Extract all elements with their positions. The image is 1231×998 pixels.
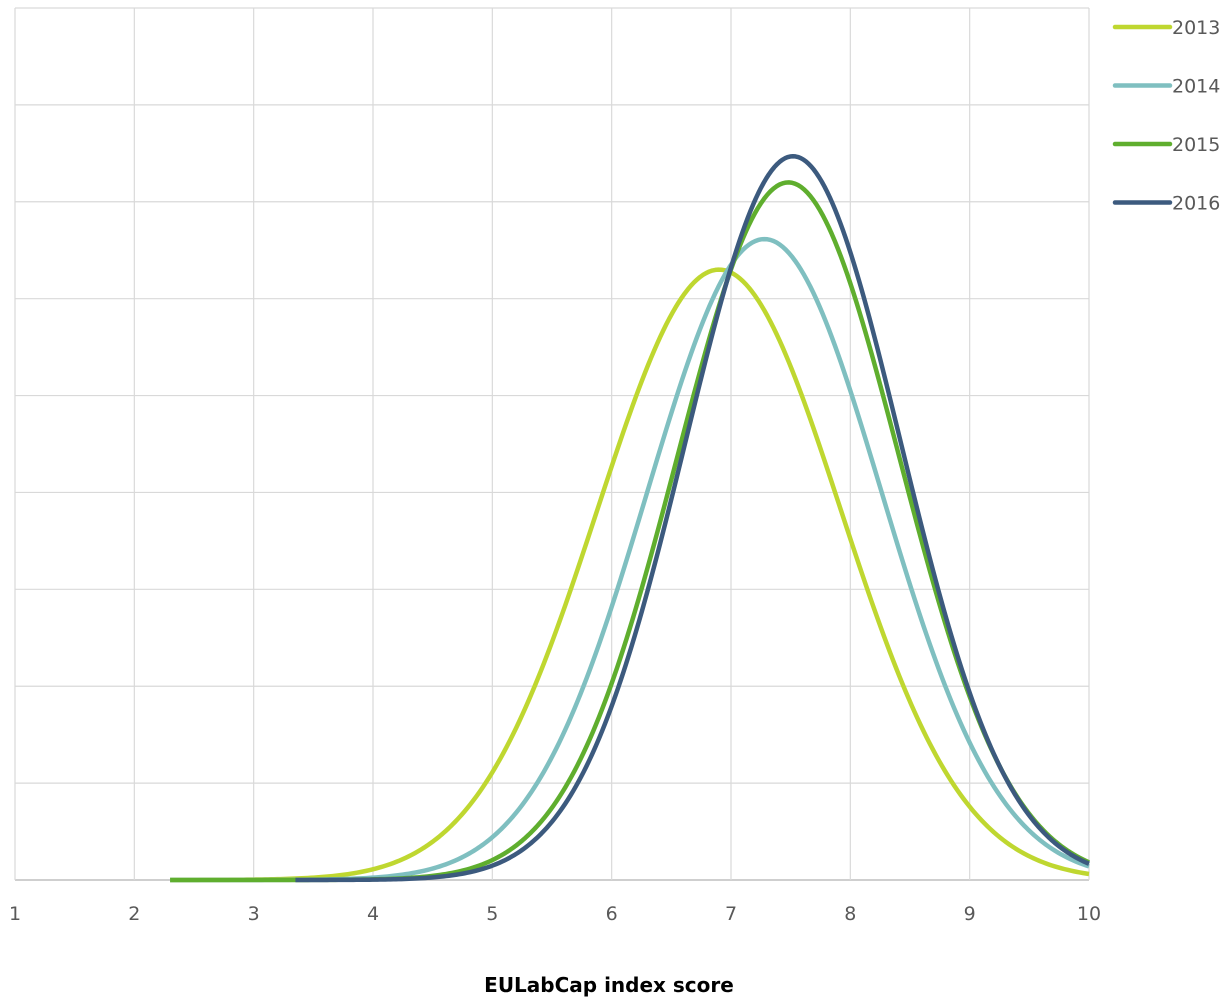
x-tick-label: 1	[9, 903, 21, 925]
x-tick-label: 2	[128, 903, 140, 925]
series-curves	[170, 153, 1090, 883]
x-axis-label: EULabCap index score	[484, 973, 734, 997]
series-line-2013	[170, 267, 1090, 883]
legend-label: 2015	[1172, 134, 1220, 156]
x-tick-label: 4	[367, 903, 379, 925]
legend: 2013 2014 2015 2016	[1112, 17, 1220, 215]
x-tick-label: 3	[248, 903, 260, 925]
legend-label: 2013	[1172, 17, 1220, 39]
series-line-2015	[170, 180, 1090, 883]
legend-label: 2014	[1172, 76, 1220, 98]
x-tick-label: 9	[964, 903, 976, 925]
x-tick-label: 6	[606, 903, 618, 925]
legend-item-2014: 2014	[1112, 76, 1220, 98]
x-tick-label: 5	[486, 903, 498, 925]
grid-lines	[14, 7, 1090, 881]
x-tick-label: 10	[1077, 903, 1101, 925]
legend-item-2016: 2016	[1112, 193, 1220, 215]
legend-item-2013: 2013	[1112, 17, 1220, 39]
legend-item-2015: 2015	[1112, 134, 1220, 156]
x-tick-label: 8	[844, 903, 856, 925]
x-axis-ticks: 1 2 3 4 5 6 7 8 9 10	[9, 903, 1101, 925]
x-tick-label: 7	[725, 903, 737, 925]
legend-label: 2016	[1172, 193, 1220, 215]
series-line-2016	[295, 153, 1090, 883]
